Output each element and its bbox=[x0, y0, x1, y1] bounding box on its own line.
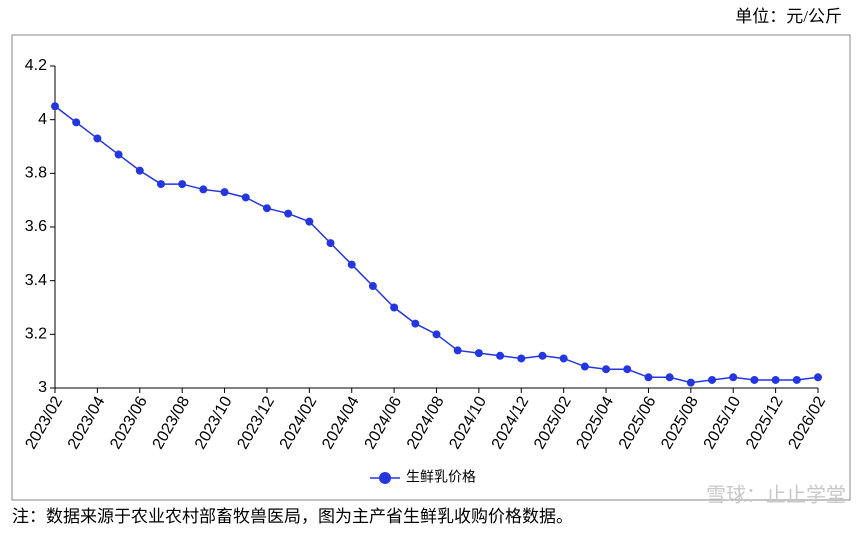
data-point bbox=[284, 209, 293, 218]
data-point bbox=[708, 375, 717, 384]
x-tick-label: 2025/06 bbox=[616, 394, 660, 453]
x-tick-label: 2024/12 bbox=[489, 394, 533, 453]
data-point bbox=[305, 217, 314, 226]
x-tick-label: 2025/08 bbox=[658, 394, 702, 453]
x-tick-label: 2024/02 bbox=[277, 394, 321, 453]
data-point bbox=[771, 375, 780, 384]
note: 注：数据来源于农业农村部畜牧兽医局，图为主产省生鲜乳收购价格数据。 bbox=[12, 507, 573, 526]
data-point bbox=[474, 349, 483, 358]
data-point bbox=[623, 365, 632, 374]
data-point bbox=[326, 239, 335, 248]
data-point bbox=[750, 375, 759, 384]
data-point bbox=[517, 354, 526, 363]
data-point bbox=[792, 375, 801, 384]
x-tick-label: 2024/08 bbox=[404, 394, 448, 453]
x-tick-label: 2026/02 bbox=[785, 394, 829, 453]
x-tick-label: 2023/10 bbox=[192, 394, 236, 453]
data-point bbox=[538, 351, 547, 360]
data-point bbox=[72, 118, 81, 127]
data-point bbox=[220, 188, 229, 197]
x-tick-label: 2025/10 bbox=[701, 394, 745, 453]
x-tick-label: 2023/04 bbox=[65, 394, 109, 453]
x-tick-label: 2023/12 bbox=[234, 394, 278, 453]
x-tick-label: 2024/04 bbox=[319, 394, 363, 453]
data-point bbox=[178, 180, 187, 189]
legend-label: 生鲜乳价格 bbox=[406, 469, 476, 485]
x-tick-label: 2025/04 bbox=[574, 394, 618, 453]
data-point bbox=[114, 150, 123, 159]
y-tick-label: 3.6 bbox=[25, 218, 47, 235]
data-point bbox=[347, 260, 356, 269]
y-tick-label: 3 bbox=[38, 379, 47, 396]
x-tick-label: 2025/02 bbox=[531, 394, 575, 453]
data-point bbox=[496, 351, 505, 360]
data-point bbox=[51, 102, 59, 111]
y-tick-label: 4 bbox=[38, 111, 47, 128]
x-tick-label: 2023/06 bbox=[107, 394, 151, 453]
data-point bbox=[432, 330, 441, 339]
x-tick-label: 2023/08 bbox=[150, 394, 194, 453]
x-tick-label: 2023/02 bbox=[22, 394, 66, 453]
data-point bbox=[814, 373, 822, 382]
data-point bbox=[729, 373, 738, 382]
data-point bbox=[602, 365, 611, 374]
x-tick-label: 2024/10 bbox=[446, 394, 490, 453]
data-point bbox=[241, 193, 250, 202]
chart-frame bbox=[11, 34, 851, 501]
data-point bbox=[93, 134, 102, 143]
data-point bbox=[686, 378, 695, 387]
data-point bbox=[644, 373, 653, 382]
data-point bbox=[262, 204, 271, 213]
series-line bbox=[54, 105, 819, 384]
data-point bbox=[368, 282, 377, 291]
data-point bbox=[199, 185, 208, 194]
data-point bbox=[135, 166, 144, 175]
data-point bbox=[580, 362, 589, 371]
y-tick-label: 3.8 bbox=[25, 165, 47, 182]
unit-label: 单位：元/公斤 bbox=[735, 7, 842, 26]
y-tick-label: 4.2 bbox=[25, 57, 47, 74]
x-tick-label: 2024/06 bbox=[362, 394, 406, 453]
legend-marker bbox=[379, 472, 391, 484]
data-point bbox=[559, 354, 568, 363]
data-point bbox=[453, 346, 462, 355]
y-tick-label: 3.2 bbox=[25, 326, 47, 343]
x-tick-label: 2025/12 bbox=[743, 394, 787, 453]
data-point bbox=[411, 319, 420, 328]
data-point bbox=[156, 180, 165, 189]
watermark: 雪球：止止学堂 bbox=[706, 483, 846, 506]
data-point bbox=[665, 373, 674, 382]
data-point bbox=[390, 303, 399, 312]
y-tick-label: 3.4 bbox=[25, 272, 47, 289]
